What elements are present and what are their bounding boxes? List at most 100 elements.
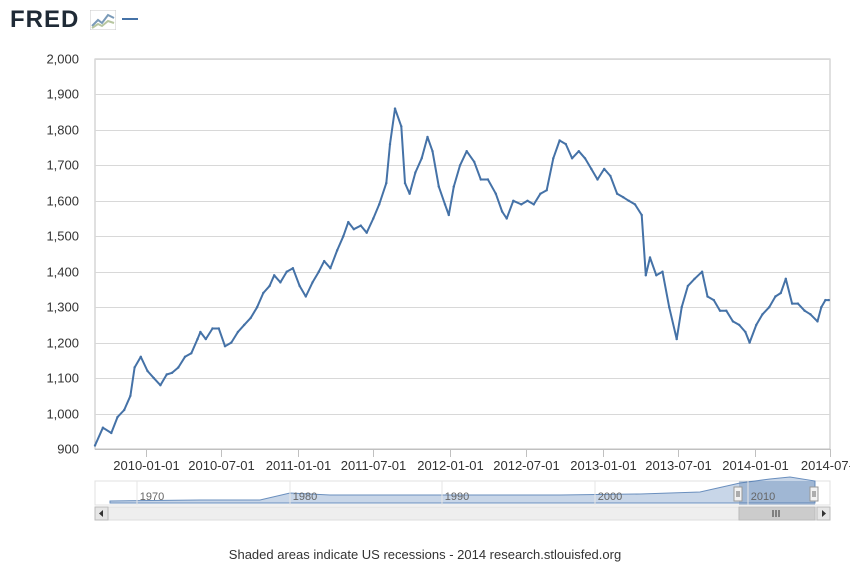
data-point [725, 309, 728, 312]
data-point [420, 157, 423, 160]
data-point [465, 150, 468, 153]
data-point [520, 203, 523, 206]
data-point [129, 394, 132, 397]
y-tick-label: 1,200 [46, 336, 79, 351]
data-point [738, 323, 741, 327]
data-point [291, 267, 295, 270]
x-tick-label: 2012-07-01 [493, 458, 560, 473]
grip-icon [772, 510, 780, 517]
data-point [323, 259, 326, 263]
data-point [712, 298, 715, 302]
scroll-left-button[interactable] [94, 506, 109, 521]
data-point [796, 302, 800, 305]
y-tick-label: 1,700 [46, 158, 79, 173]
data-point [590, 167, 593, 171]
navigator-handle[interactable] [733, 486, 743, 502]
data-point [273, 274, 276, 277]
data-point [204, 337, 207, 341]
data-point [486, 178, 490, 181]
navigator-label: 1980 [293, 491, 317, 503]
navigator-label: 2000 [598, 491, 622, 503]
data-point [403, 181, 407, 185]
data-point [500, 210, 504, 213]
data-point [285, 270, 288, 273]
series-layer [93, 107, 830, 447]
navigator[interactable]: 1970 1980 1990 2000 2010 [94, 476, 831, 521]
data-point [236, 330, 240, 334]
x-tick-label: 2013-01-01 [570, 458, 637, 473]
data-point [255, 306, 259, 309]
navigator-label: 1990 [445, 491, 469, 503]
data-point [437, 185, 440, 188]
data-point [596, 178, 599, 181]
data-point [196, 337, 199, 341]
data-point [648, 256, 652, 259]
data-point [335, 249, 339, 252]
data-point [133, 366, 136, 369]
data-point [393, 107, 397, 110]
data-point [249, 316, 252, 319]
data-point [123, 408, 126, 412]
data-point [365, 231, 368, 234]
scrollbar-track[interactable] [94, 506, 831, 521]
y-tick-label: 900 [57, 442, 79, 457]
data-point [347, 220, 350, 224]
data-point [110, 431, 113, 435]
header: FRED [0, 0, 850, 40]
data-point [570, 157, 574, 160]
y-tick-label: 1,400 [46, 265, 79, 280]
navigator-label: 1970 [140, 491, 164, 503]
data-point [627, 199, 630, 202]
data-point [388, 142, 392, 146]
data-point [755, 323, 758, 327]
data-point [809, 313, 812, 316]
arrow-right-icon [822, 510, 826, 517]
data-point [552, 157, 555, 160]
navigator-handle[interactable] [809, 486, 819, 502]
data-point [545, 189, 548, 192]
data-point [693, 277, 696, 280]
data-point [152, 376, 155, 380]
data-point [359, 224, 362, 227]
data-point [706, 295, 709, 298]
y-tick-label: 1,000 [46, 407, 79, 422]
data-point [414, 171, 417, 174]
data-point [223, 345, 227, 348]
data-point [443, 203, 447, 206]
data-point [761, 313, 764, 316]
data-point [827, 298, 830, 302]
data-point [748, 341, 751, 344]
data-point [329, 267, 332, 270]
x-tick-label: 2011-01-01 [266, 458, 332, 473]
data-point [505, 217, 508, 220]
data-point [243, 323, 246, 327]
grid-lines [95, 59, 830, 450]
fred-logo[interactable]: FRED [10, 6, 80, 33]
data-point [146, 369, 149, 373]
data-point [494, 192, 497, 195]
data-point [675, 337, 678, 341]
data-point [615, 192, 619, 195]
data-point [668, 306, 671, 309]
series-line [94, 107, 829, 446]
scroll-right-button[interactable] [816, 506, 831, 521]
data-point [479, 178, 482, 181]
data-point [378, 203, 381, 206]
data-point [317, 270, 320, 273]
data-point [718, 309, 722, 312]
y-axis: 900 1,000 1,100 1,200 1,300 1,400 1,500 1,600 1,… [46, 52, 79, 457]
data-point [279, 281, 282, 284]
data-point [784, 277, 787, 280]
data-point [603, 167, 606, 171]
plot-background [94, 58, 831, 450]
data-point [159, 384, 162, 387]
data-point [400, 125, 403, 128]
x-tick-label: 2013-07-01 [645, 458, 712, 473]
arrow-left-icon [99, 510, 103, 517]
y-tick-label: 1,900 [46, 87, 79, 102]
data-point [372, 217, 375, 220]
scrollbar-thumb[interactable] [738, 506, 816, 521]
data-point [609, 174, 612, 178]
navigator-selection[interactable] [739, 481, 815, 505]
data-point [217, 327, 220, 330]
